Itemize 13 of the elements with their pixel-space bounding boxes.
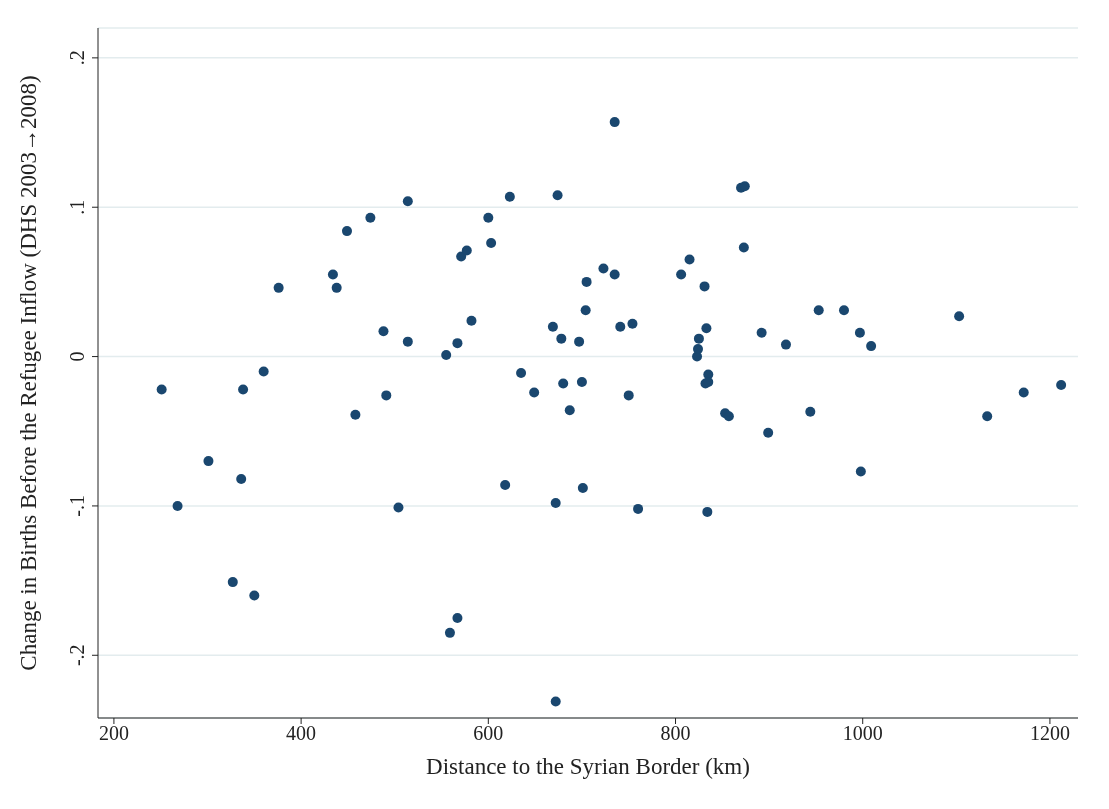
x-tick-label: 600 bbox=[473, 722, 504, 745]
y-tick-label: -.2 bbox=[66, 644, 88, 667]
y-axis-title: Change in Births Before the Refugee Inflow (DHS 2003→2008) bbox=[16, 75, 42, 671]
x-tick-label: 1200 bbox=[1029, 722, 1070, 745]
x-tick-label: 400 bbox=[286, 722, 317, 745]
x-axis-title: Distance to the Syrian Border (km) bbox=[426, 754, 750, 779]
x-tick-label: 200 bbox=[98, 722, 129, 745]
x-tick-label: 800 bbox=[660, 722, 691, 745]
y-tick-label: .1 bbox=[66, 199, 88, 215]
x-tick-label: 1000 bbox=[842, 722, 883, 745]
y-tick-label: .2 bbox=[66, 50, 88, 66]
y-tick-label: 0 bbox=[66, 351, 88, 362]
y-tick-label: -.1 bbox=[66, 495, 88, 517]
